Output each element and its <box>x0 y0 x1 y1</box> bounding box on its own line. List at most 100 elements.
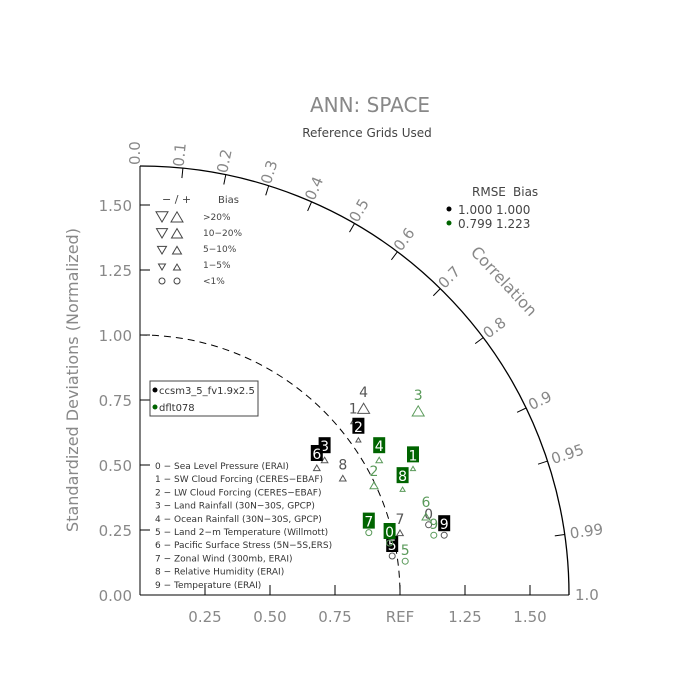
label-box <box>407 446 419 463</box>
correlation-label: Correlation <box>467 243 541 320</box>
case-marker <box>152 387 158 393</box>
x-tick-label: 1.50 <box>513 608 546 626</box>
point-label: 3 <box>414 388 423 404</box>
triangle-up-icon <box>172 263 182 271</box>
triangle-marker <box>312 464 321 472</box>
y-tick-label: 0.25 <box>99 522 132 540</box>
point-label: 1 <box>349 402 358 418</box>
point-label: 2 <box>354 420 363 436</box>
circle-marker <box>386 539 394 547</box>
rmse-value: 1.000 <box>458 203 492 217</box>
variable-label: 6 − Pacific Surface Stress (5N−5S,ERS) <box>155 541 332 551</box>
correlation-tick <box>537 460 548 465</box>
correlation-tick <box>432 288 441 297</box>
triangle-marker <box>355 436 362 443</box>
variable-label: 3 − Land Rainfall (30N−30S, GPCP) <box>155 502 315 512</box>
correlation-tick <box>181 168 184 179</box>
label-box <box>383 523 396 539</box>
data-point: 0 <box>383 523 396 547</box>
bias-value: 1.000 <box>496 203 530 217</box>
variable-label: 5 − Land 2−m Temperature (Willmott) <box>155 528 328 538</box>
case-marker <box>152 404 158 410</box>
correlation-tick <box>265 185 270 196</box>
x-tick-label: 1.25 <box>448 608 481 626</box>
point-label: 6 <box>312 447 321 463</box>
triangle-up-icon <box>171 245 183 255</box>
triangle-down-icon <box>157 263 167 271</box>
triangle-marker <box>395 529 405 537</box>
triangle-marker <box>356 402 371 414</box>
correlation-tick <box>474 337 484 345</box>
variable-label: 0 − Sea Level Pressure (ERAI) <box>155 462 289 472</box>
x-tick-label: 0.25 <box>188 608 221 626</box>
case-name: ccsm3_5_fv1.9x2.5 <box>159 386 255 397</box>
rmse-bias-header: Bias <box>513 185 538 199</box>
label-box <box>373 437 386 454</box>
rmse-header: RMSE <box>472 185 506 199</box>
point-label: 2 <box>370 464 379 480</box>
triangle-down-icon <box>156 245 168 255</box>
variable-legend: 0 − Sea Level Pressure (ERAI) 1 − SW Clou… <box>155 462 332 591</box>
variable-label: 9 − Temperature (ERAI) <box>155 581 261 591</box>
point-label: 0 <box>385 525 394 541</box>
triangle-marker <box>411 404 426 417</box>
point-label: 7 <box>364 515 373 531</box>
circle-marker <box>440 531 448 539</box>
triangle-down-icon <box>155 228 169 239</box>
point-label: 4 <box>375 439 384 455</box>
chart-subtitle: Reference Grids Used <box>302 126 432 140</box>
triangle-marker <box>409 465 417 472</box>
point-label: 9 <box>429 517 438 533</box>
triangle-down-icon <box>155 211 169 223</box>
y-tick-label: 0.50 <box>99 457 132 475</box>
bias-row: <1% <box>203 277 225 287</box>
correlation-tick-label: 0.9 <box>525 387 554 414</box>
data-point: 4 <box>356 385 371 414</box>
point-label: 9 <box>440 517 449 533</box>
label-box <box>438 515 451 532</box>
correlation-tick-label: 0.0 <box>126 141 144 165</box>
bias-legend: − / + Bias >20% 10−20% 5−10% 1−5% <1% <box>155 193 242 287</box>
data-point: 2 <box>369 464 379 490</box>
correlation-tick <box>554 533 565 537</box>
data-point: 8 <box>396 467 409 492</box>
point-label: 4 <box>359 385 368 401</box>
data-point: 9 <box>438 515 451 539</box>
data-point: 9 <box>429 517 438 539</box>
point-label: 0 <box>424 507 433 523</box>
chart-title: ANN: SPACE <box>310 93 430 117</box>
variable-label: 4 − Ocean Rainfall (30N−30S, GPCP) <box>155 515 322 525</box>
correlation-tick <box>349 223 355 233</box>
bias-value: 1.223 <box>496 217 530 231</box>
circle-marker <box>388 552 396 560</box>
y-tick-label: 1.00 <box>99 327 132 345</box>
bias-row: 5−10% <box>203 245 237 255</box>
y-tick-label: 0.75 <box>99 392 132 410</box>
case-legend: ccsm3_5_fv1.9x2.5 dflt078 <box>149 380 259 417</box>
point-label: 7 <box>396 512 405 528</box>
data-point: 1 <box>407 446 419 472</box>
y-tick-label: 1.50 <box>99 197 132 215</box>
correlation-tick-label: 0.99 <box>569 520 605 543</box>
variable-label: 7 − Zonal Wind (300mb, ERAI) <box>155 554 293 564</box>
correlation-tick <box>307 201 313 212</box>
point-label: 8 <box>398 469 407 485</box>
label-box <box>362 512 375 529</box>
correlation-tick-label: 0.3 <box>257 158 281 186</box>
circle-marker <box>425 521 433 529</box>
data-point: 6 <box>421 495 431 521</box>
correlation-tick <box>516 407 527 413</box>
triangle-marker <box>338 474 347 482</box>
bias-row: 10−20% <box>203 229 242 239</box>
point-label: 6 <box>422 495 431 511</box>
label-box <box>352 417 365 434</box>
x-tick-label: REF <box>386 608 415 626</box>
data-point: 4 <box>373 437 386 464</box>
rmse-value: 0.799 <box>458 217 492 231</box>
variable-label: 2 − LW Cloud Forcing (CERES−EBAF) <box>155 488 321 498</box>
circle-icon <box>158 277 166 285</box>
circle-marker <box>365 529 373 537</box>
bias-row: 1−5% <box>203 261 231 271</box>
correlation-tick-label: 0.95 <box>549 440 586 468</box>
